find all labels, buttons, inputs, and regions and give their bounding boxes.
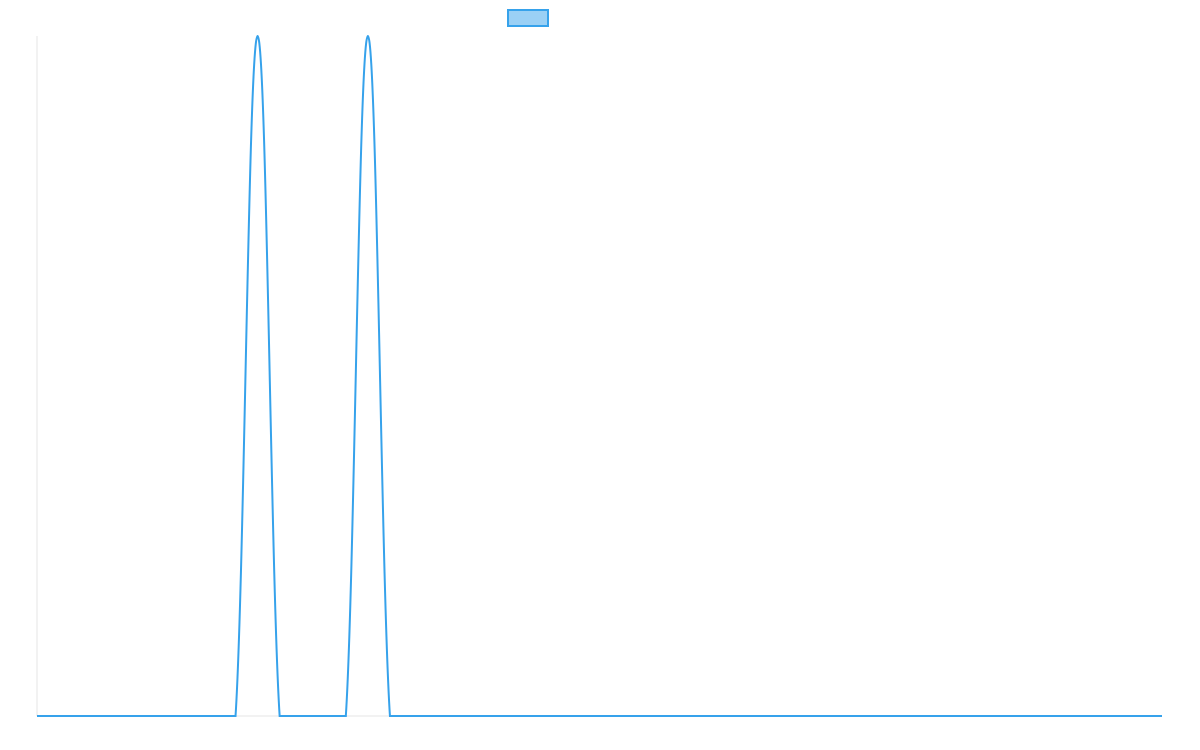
line <box>37 34 1162 717</box>
legend-swatch <box>507 9 549 27</box>
